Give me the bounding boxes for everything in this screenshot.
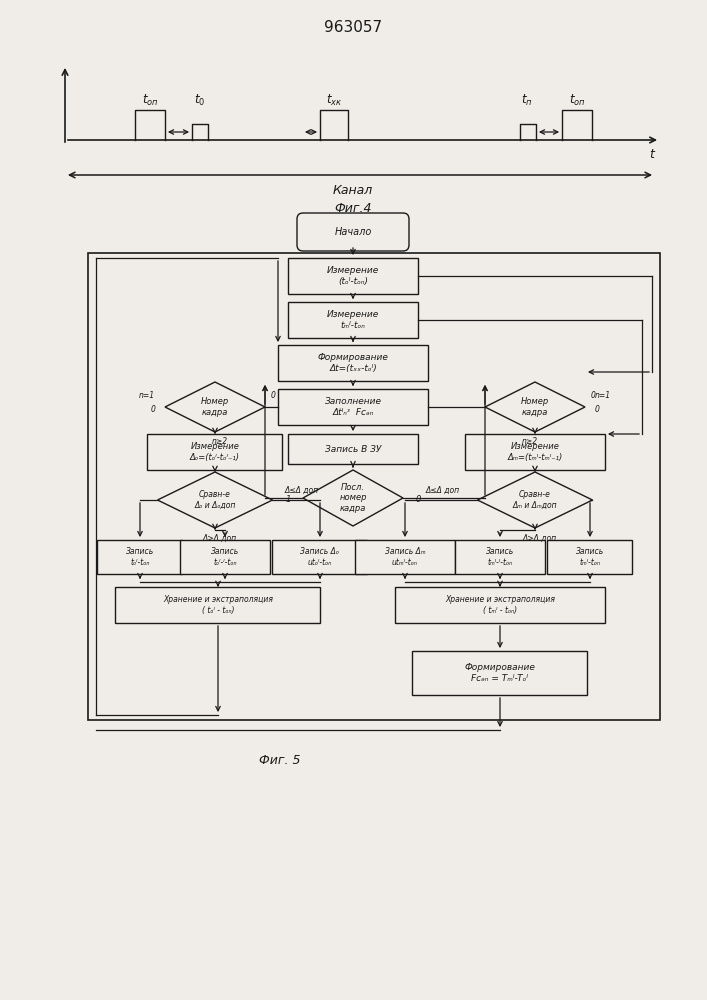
Text: Сравн-е
Δₒ и Δₒдоп: Сравн-е Δₒ и Δₒдоп <box>194 490 235 510</box>
Text: $t_0$: $t_0$ <box>194 92 206 108</box>
Text: 0: 0 <box>590 390 595 399</box>
Text: 0: 0 <box>151 404 156 414</box>
Text: Начало: Начало <box>334 227 372 237</box>
FancyBboxPatch shape <box>455 540 545 574</box>
Text: Запись
tₒᴵ-tₒₙ: Запись tₒᴵ-tₒₙ <box>126 547 154 567</box>
Text: Δ>Δ доп: Δ>Δ доп <box>523 534 557 542</box>
FancyBboxPatch shape <box>547 540 633 574</box>
Polygon shape <box>165 382 265 432</box>
Polygon shape <box>477 472 592 528</box>
Text: 963057: 963057 <box>324 20 382 35</box>
Text: $t_{оп}$: $t_{оп}$ <box>141 92 158 108</box>
Text: Канал: Канал <box>333 184 373 198</box>
Text: Измерение
(tₒᴵ-tₒₙ): Измерение (tₒᴵ-tₒₙ) <box>327 266 379 286</box>
Text: Хранение и экстраполяция
( tₒᴵ - tₒₙ): Хранение и экстраполяция ( tₒᴵ - tₒₙ) <box>163 595 273 615</box>
Text: Запись Δₒ
utₒᴵ-tₒₙ: Запись Δₒ utₒᴵ-tₒₙ <box>300 547 339 567</box>
Text: Δ>Δ доп: Δ>Δ доп <box>203 534 237 542</box>
Text: Фиг.4: Фиг.4 <box>334 202 372 216</box>
Text: Измерение
tₘᴵ-tₒₙ: Измерение tₘᴵ-tₒₙ <box>327 310 379 330</box>
Text: Измерение
Δₘ=(tₘᴵ-tₘᴵ₋₁): Измерение Δₘ=(tₘᴵ-tₘᴵ₋₁) <box>508 442 563 462</box>
FancyBboxPatch shape <box>355 540 455 574</box>
Text: Запись
tₘᴵ-ᴵ-tₒₙ: Запись tₘᴵ-ᴵ-tₒₙ <box>486 547 514 567</box>
FancyBboxPatch shape <box>278 389 428 425</box>
FancyBboxPatch shape <box>395 587 605 623</box>
FancyBboxPatch shape <box>297 213 409 251</box>
Text: Фиг. 5: Фиг. 5 <box>259 754 300 766</box>
FancyBboxPatch shape <box>288 258 418 294</box>
FancyBboxPatch shape <box>98 540 182 574</box>
Text: n≥2: n≥2 <box>522 438 538 446</box>
Text: Запись
tₘᴵ-tₒₙ: Запись tₘᴵ-tₒₙ <box>576 547 604 567</box>
Text: n=1: n=1 <box>139 390 155 399</box>
Text: Измерение
Δₒ=(tₒᴵ-tₒᴵ₋₁): Измерение Δₒ=(tₒᴵ-tₒᴵ₋₁) <box>190 442 240 462</box>
Text: Δ≤Δ доп: Δ≤Δ доп <box>285 486 319 494</box>
Polygon shape <box>303 470 403 526</box>
Text: Формирование
Fᴄₔₙ = Tₘᴵ-Tₒᴵ: Формирование Fᴄₔₙ = Tₘᴵ-Tₒᴵ <box>464 663 535 683</box>
Text: Формирование
Δt=(tₓₓ-tₒᴵ): Формирование Δt=(tₓₓ-tₒᴵ) <box>317 353 388 373</box>
Text: $t_{хк}$: $t_{хк}$ <box>326 92 342 108</box>
Text: Δ≤Δ доп: Δ≤Δ доп <box>426 486 460 494</box>
FancyBboxPatch shape <box>148 434 283 470</box>
Text: Хранение и экстраполяция
( tₘᴵ - tₒₙ): Хранение и экстраполяция ( tₘᴵ - tₒₙ) <box>445 595 555 615</box>
FancyBboxPatch shape <box>412 651 588 695</box>
Text: Номер
кадра: Номер кадра <box>201 397 229 417</box>
Text: 0: 0 <box>415 495 421 504</box>
Text: n=1: n=1 <box>595 390 611 399</box>
FancyBboxPatch shape <box>115 587 320 623</box>
Text: t: t <box>650 147 655 160</box>
Text: Сравн-е
Δₘ и Δₘдоп: Сравн-е Δₘ и Δₘдоп <box>513 490 557 510</box>
Text: $t_{оп}$: $t_{оп}$ <box>568 92 585 108</box>
FancyBboxPatch shape <box>465 434 605 470</box>
FancyBboxPatch shape <box>278 345 428 381</box>
Text: 1: 1 <box>286 495 291 504</box>
FancyBboxPatch shape <box>288 434 418 464</box>
Text: 0: 0 <box>271 390 276 399</box>
Text: $t_п$: $t_п$ <box>521 92 533 108</box>
Text: Номер
кадра: Номер кадра <box>521 397 549 417</box>
Text: Запись Δₘ
utₘᴵ-tₒₙ: Запись Δₘ utₘᴵ-tₒₙ <box>385 547 426 567</box>
FancyBboxPatch shape <box>272 540 368 574</box>
Polygon shape <box>158 472 272 528</box>
Polygon shape <box>485 382 585 432</box>
Text: 0: 0 <box>595 404 600 414</box>
Text: n≥2: n≥2 <box>212 438 228 446</box>
FancyBboxPatch shape <box>180 540 270 574</box>
Text: Посл.
номер
кадра: Посл. номер кадра <box>339 483 367 513</box>
Text: Заполнение
Δtᴵₙᶟ  Fᴄₔₙ: Заполнение Δtᴵₙᶟ Fᴄₔₙ <box>325 397 382 417</box>
Text: Запись В ЗУ: Запись В ЗУ <box>325 444 381 454</box>
Text: Запись
tₒᴵ-ᴵ-tₒₙ: Запись tₒᴵ-ᴵ-tₒₙ <box>211 547 239 567</box>
FancyBboxPatch shape <box>288 302 418 338</box>
